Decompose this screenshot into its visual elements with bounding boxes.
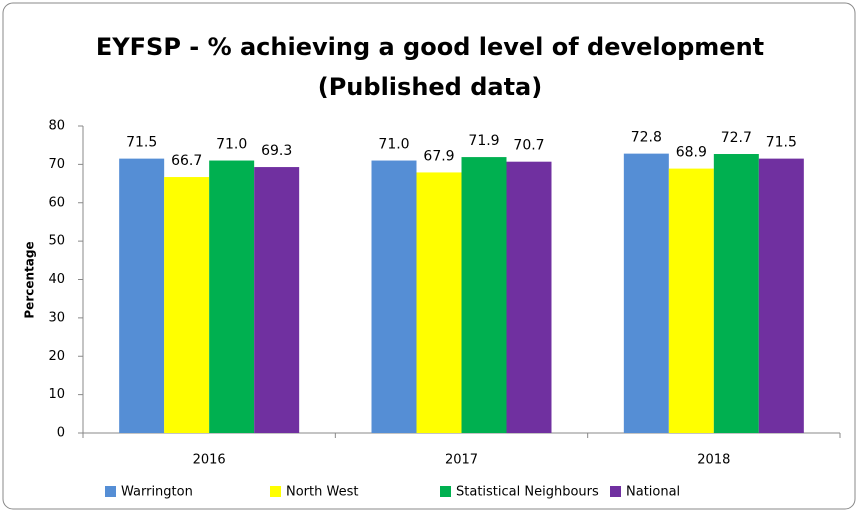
legend-label: National <box>626 485 680 500</box>
legend-swatch <box>105 486 116 497</box>
chart-title: (Published data) <box>318 73 542 101</box>
value-label: 71.5 <box>766 135 797 151</box>
legend-swatch <box>270 486 281 497</box>
bar <box>254 167 300 433</box>
y-tick-label: 40 <box>48 272 65 287</box>
x-tick-label: 2017 <box>445 453 478 468</box>
value-label: 71.0 <box>216 137 247 153</box>
value-label: 71.9 <box>468 133 499 149</box>
value-label: 71.0 <box>378 137 409 153</box>
y-tick-label: 50 <box>48 234 65 249</box>
y-tick-label: 0 <box>57 426 65 441</box>
value-label: 68.9 <box>676 145 707 161</box>
value-label: 72.8 <box>631 130 662 146</box>
legend-label: Statistical Neighbours <box>456 485 599 500</box>
y-tick-label: 80 <box>48 119 65 134</box>
value-label: 72.7 <box>721 130 752 146</box>
bar <box>461 157 507 434</box>
value-label: 66.7 <box>171 153 202 169</box>
legend-swatch <box>610 486 621 497</box>
bar <box>506 161 552 433</box>
value-label: 71.5 <box>126 135 157 151</box>
bar <box>758 158 804 433</box>
chart-title: EYFSP - % achieving a good level of deve… <box>96 33 764 61</box>
bar <box>668 168 714 433</box>
bar <box>416 172 462 433</box>
y-axis-label: Percentage <box>23 241 37 318</box>
value-label: 67.9 <box>423 148 454 164</box>
x-tick-label: 2018 <box>697 453 730 468</box>
value-label: 70.7 <box>513 138 544 154</box>
x-tick-label: 2016 <box>193 453 226 468</box>
bar <box>623 153 669 433</box>
bar <box>209 160 255 433</box>
bar <box>713 154 759 434</box>
legend-swatch <box>440 486 451 497</box>
legend-label: North West <box>286 485 358 500</box>
bar <box>164 177 210 433</box>
y-tick-label: 70 <box>48 157 65 172</box>
value-label: 69.3 <box>261 143 292 159</box>
y-tick-label: 20 <box>48 349 65 364</box>
bar <box>371 160 417 433</box>
bar <box>119 158 165 433</box>
y-tick-label: 30 <box>48 310 65 325</box>
legend-label: Warrington <box>121 485 193 500</box>
y-tick-label: 60 <box>48 195 65 210</box>
y-tick-label: 10 <box>48 387 65 402</box>
